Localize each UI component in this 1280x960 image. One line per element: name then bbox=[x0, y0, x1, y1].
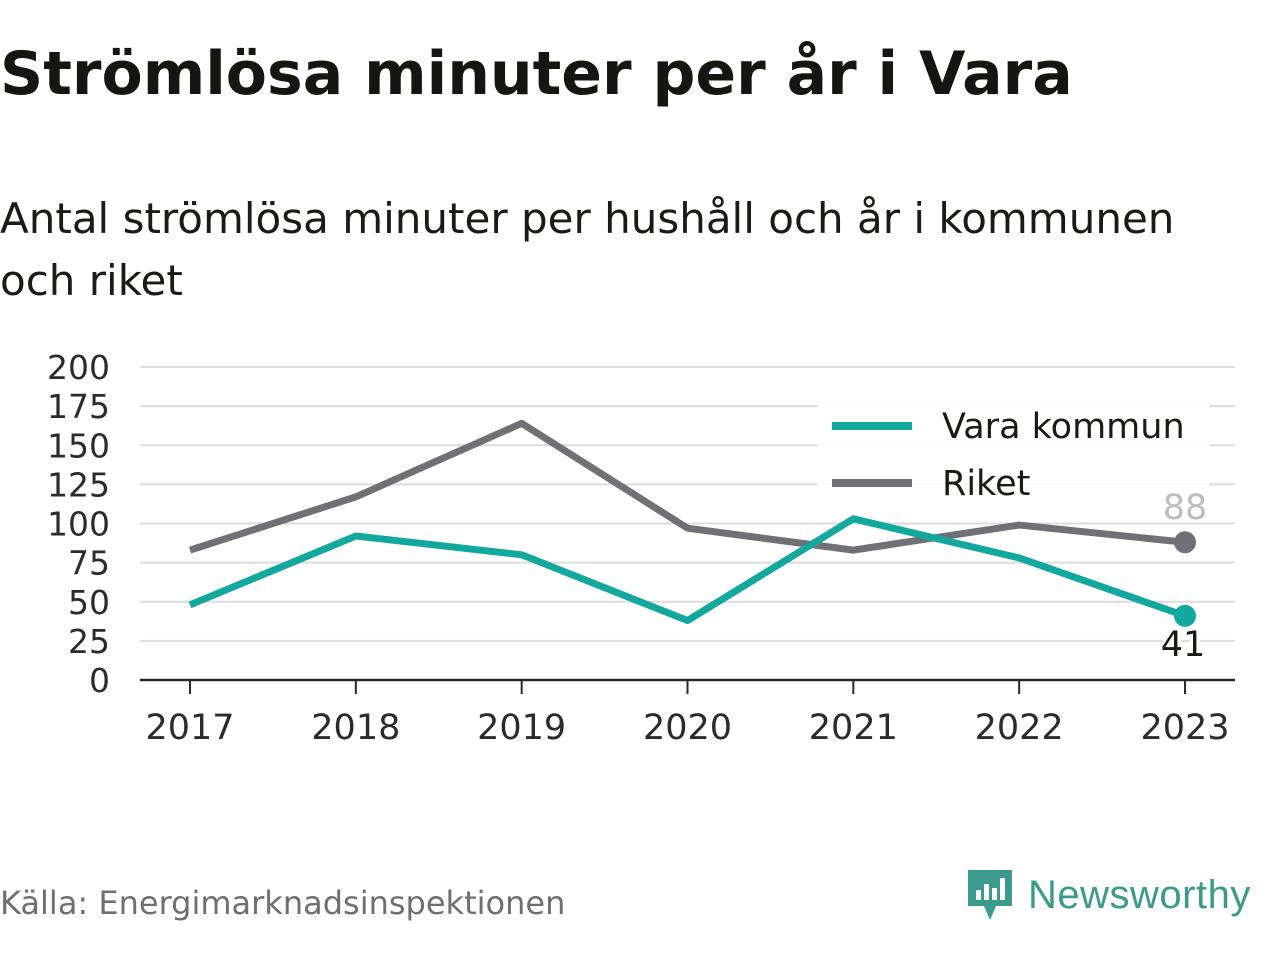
y-tick-label: 100 bbox=[47, 505, 110, 544]
y-tick-label: 50 bbox=[68, 583, 110, 622]
series-lines bbox=[188, 419, 1196, 627]
x-tick-label: 2018 bbox=[311, 708, 400, 748]
y-tick-label: 175 bbox=[47, 387, 110, 426]
series-line-vara-kommun bbox=[188, 515, 1187, 625]
x-tick-label: 2021 bbox=[809, 708, 898, 748]
y-tick-label: 150 bbox=[47, 426, 110, 465]
x-tick-label: 2020 bbox=[643, 708, 732, 748]
y-tick-label: 200 bbox=[47, 348, 110, 387]
y-tick-label: 25 bbox=[68, 622, 110, 661]
series-end-point bbox=[1174, 531, 1196, 554]
end-labels: 88 41 bbox=[1158, 485, 1211, 668]
y-tick-label: 75 bbox=[68, 544, 110, 583]
end-label-vara-kommun: 41 bbox=[1161, 625, 1206, 665]
series-end-point bbox=[1174, 604, 1196, 627]
newsworthy-logo-icon bbox=[968, 870, 1012, 920]
x-tick-label: 2023 bbox=[1140, 708, 1229, 748]
series-line-riket bbox=[188, 419, 1186, 554]
source-note: Källa: Energimarknadsinspektionen bbox=[0, 884, 566, 922]
y-tick-label: 125 bbox=[47, 465, 110, 504]
legend: Vara kommun Riket bbox=[818, 404, 1210, 504]
x-tick-label: 2017 bbox=[145, 708, 234, 748]
x-tick-label: 2022 bbox=[975, 708, 1064, 748]
chart-subtitle: Antal strömlösa minuter per hushåll och … bbox=[0, 194, 1175, 305]
end-label-riket: 88 bbox=[1163, 488, 1208, 528]
x-tick-label: 2019 bbox=[477, 708, 566, 748]
x-axis-ticks: 2017 2018 2019 2020 2021 2022 2023 bbox=[145, 680, 1230, 748]
legend-label: Riket bbox=[942, 464, 1030, 504]
legend-label: Vara kommun bbox=[942, 407, 1185, 447]
chart-title: Strömlösa minuter per år i Vara bbox=[0, 39, 1073, 109]
brand-logo: Newsworthy bbox=[964, 866, 1251, 924]
brand-name: Newsworthy bbox=[1028, 872, 1251, 917]
y-tick-label: 0 bbox=[89, 661, 110, 700]
